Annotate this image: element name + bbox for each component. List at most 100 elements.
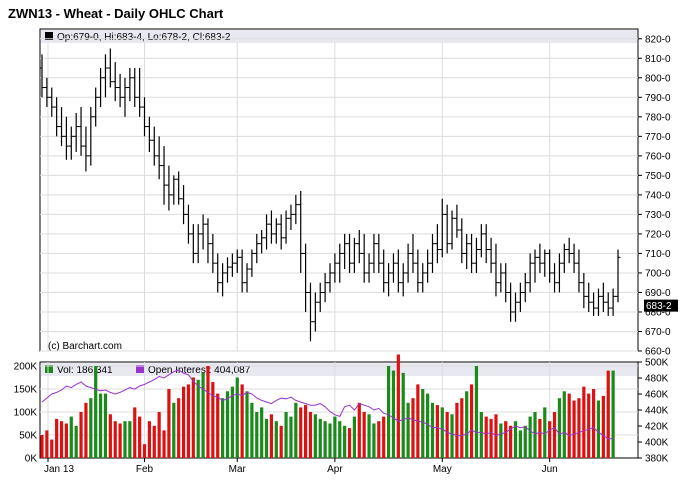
volume-bar	[489, 418, 493, 458]
volume-bar	[128, 421, 132, 458]
ohlc-bar	[493, 243, 499, 297]
ohlc-bar	[54, 97, 60, 137]
ohlc-bar	[522, 272, 528, 303]
vol-legend-swatch	[45, 365, 53, 373]
ohlc-bar	[488, 237, 494, 273]
ohlc-bar	[532, 249, 538, 283]
volume-bar	[84, 402, 88, 458]
volume-bar	[523, 425, 527, 458]
volume-bar	[299, 407, 303, 458]
ohlc-bar	[405, 243, 411, 283]
ohlc-bar	[566, 237, 572, 264]
ohlc-bar	[517, 282, 523, 312]
ohlc-bar	[469, 233, 475, 273]
ohlc-bar	[591, 292, 597, 316]
volume-bar	[201, 372, 205, 458]
ohlc-bar	[610, 288, 616, 316]
volume-bar	[181, 386, 186, 458]
oi-tick-label: 440K	[645, 406, 669, 417]
volume-bar	[177, 398, 181, 458]
ohlc-bar	[454, 204, 460, 238]
ohlc-bar	[542, 249, 548, 277]
ohlc-bar	[444, 204, 450, 254]
price-tick-label: 760-0	[645, 151, 671, 162]
volume-bar	[572, 400, 576, 458]
last-price-label: 683-2	[646, 301, 672, 312]
volume-bar	[333, 416, 337, 458]
volume-bar	[596, 400, 601, 458]
ohlc-bar	[351, 237, 357, 273]
ohlc-bar	[420, 263, 426, 293]
volume-bar	[94, 366, 98, 458]
ohlc-bar	[356, 230, 362, 264]
volume-bar	[250, 402, 254, 458]
volume-bar	[509, 425, 513, 458]
oi-legend-swatch	[136, 365, 144, 373]
volume-bar	[601, 395, 605, 458]
volume-bars	[40, 354, 615, 458]
volume-bar	[108, 414, 112, 458]
ohlc-bar	[190, 224, 196, 264]
volume-bar	[352, 416, 357, 458]
ohlc-bar	[146, 116, 152, 152]
volume-bar	[548, 421, 552, 458]
ohlc-bar	[317, 282, 323, 312]
ohlc-bar	[166, 165, 172, 211]
ohlc-bar	[595, 288, 601, 316]
volume-bar	[191, 377, 195, 458]
oi-tick-label: 480K	[645, 374, 669, 385]
volume-bar	[357, 402, 361, 458]
volume-tick-label: 200K	[14, 362, 38, 373]
volume-tick-label: 0K	[25, 454, 38, 465]
ohlc-bar	[93, 87, 99, 127]
price-legend-swatch	[45, 32, 53, 40]
ohlc-bar	[395, 249, 401, 293]
ohlc-bar	[439, 198, 445, 258]
ohlc-bar	[181, 185, 187, 225]
x-tick-label: Mar	[229, 464, 247, 475]
volume-bar	[69, 416, 73, 458]
price-tick-label: 690-0	[645, 288, 671, 299]
ohlc-bar	[312, 292, 318, 332]
price-tick-label: 670-0	[645, 327, 671, 338]
ohlc-bar	[615, 249, 621, 303]
x-tick-label: May	[433, 464, 452, 475]
ohlc-bar	[283, 210, 289, 244]
last-price-marker	[644, 299, 678, 312]
ohlc-bar	[605, 292, 611, 316]
oi-tick-label: 500K	[645, 358, 669, 369]
volume-bar	[142, 444, 147, 458]
volume-bar	[562, 391, 566, 458]
price-tick-label: 730-0	[645, 210, 671, 221]
ohlc-bar	[512, 292, 518, 322]
ohlc-bar	[483, 224, 489, 264]
ohlc-bar	[347, 233, 353, 273]
volume-bar	[328, 423, 332, 458]
volume-bar	[362, 412, 366, 458]
volume-tick-label: 50K	[19, 431, 37, 442]
watermark: (c) Barchart.com	[48, 341, 122, 352]
volume-bar	[513, 421, 518, 458]
ohlc-bar	[176, 171, 182, 205]
volume-bar	[157, 412, 161, 458]
ohlc-bar	[449, 210, 455, 250]
volume-bar	[138, 416, 142, 458]
volume-bar	[426, 393, 430, 458]
volume-bar	[499, 423, 503, 458]
ohlc-bar	[376, 233, 382, 273]
ohlc-bar	[576, 249, 582, 293]
volume-bar	[211, 382, 215, 458]
volume-bar	[279, 425, 283, 458]
ohlc-bar	[366, 253, 372, 283]
ohlc-bar	[205, 218, 211, 264]
ohlc-bar	[73, 112, 79, 152]
volume-bar	[118, 423, 122, 458]
volume-bar	[445, 412, 449, 458]
price-axis: 820-0 810-0 800-0 790-0 780-0 770-0 760-0 750-0…	[638, 34, 671, 358]
ohlc-bar	[332, 253, 338, 283]
ohlc-bar	[303, 243, 309, 312]
volume-bar	[274, 421, 278, 458]
volume-bar	[225, 391, 230, 458]
ohlc-bar	[156, 136, 162, 180]
volume-bar	[396, 354, 400, 458]
